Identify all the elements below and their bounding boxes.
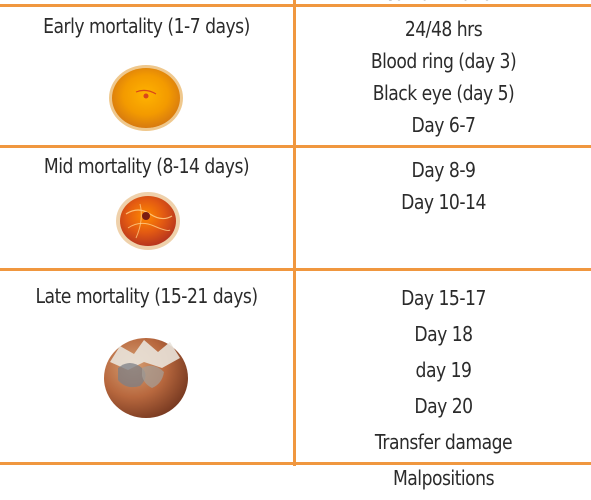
timing-text: Blood ring (day 3) xyxy=(370,49,517,73)
early-embryo-egg-image xyxy=(106,62,186,134)
stage-label-early: Early mortality (1-7 days) xyxy=(43,14,250,38)
timing-text: Malpositions xyxy=(392,466,495,490)
timings-late: Day 15-17 Day 18 day 19 Day 20 Transfer … xyxy=(317,280,571,496)
timing-text: Day 18 xyxy=(414,322,473,346)
timings-early: 24/48 hrs Blood ring (day 3) Black eye (… xyxy=(317,13,571,141)
timing-text: Transfer damage xyxy=(374,430,513,454)
timing-text: Day 8-9 xyxy=(411,158,476,182)
timing-text: Day 15-17 xyxy=(401,286,486,310)
timing-text: Black eye (day 5) xyxy=(372,81,515,105)
column-divider xyxy=(293,0,296,466)
stage-label-mid: Mid mortality (8-14 days) xyxy=(43,154,250,178)
stage-label-late: Late mortality (15-21 days) xyxy=(35,284,258,308)
timings-mid: Day 8-9 Day 10-14 xyxy=(317,154,571,218)
timing-text: 24/48 hrs xyxy=(404,17,483,41)
cut-off-text: contamination xyxy=(317,0,571,2)
timing-text: Day 20 xyxy=(414,394,473,418)
mid-embryo-egg-image xyxy=(114,190,182,252)
timing-text: Day 6-7 xyxy=(411,113,476,137)
cut-off-text-container: contamination xyxy=(296,0,591,2)
timing-text: day 19 xyxy=(415,358,472,382)
timing-text: Day 10-14 xyxy=(401,190,486,214)
late-embryo-egg-image xyxy=(100,328,192,420)
